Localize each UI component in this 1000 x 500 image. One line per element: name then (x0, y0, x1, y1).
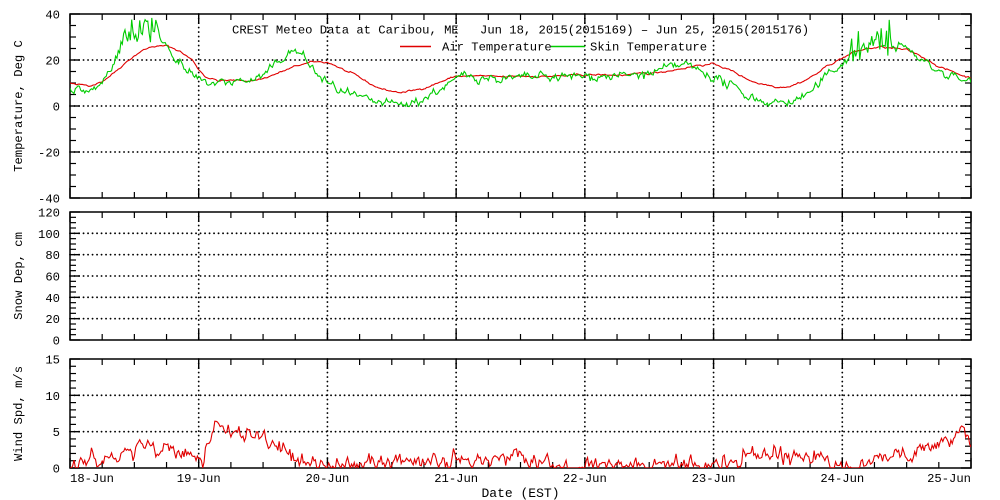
svg-text:80: 80 (45, 249, 60, 263)
svg-text:100: 100 (38, 228, 60, 242)
svg-text:20: 20 (45, 313, 60, 327)
svg-text:Date (EST): Date (EST) (481, 486, 559, 500)
svg-text:20: 20 (45, 55, 60, 69)
svg-text:18-Jun: 18-Jun (70, 472, 114, 486)
svg-text:Air Temperature: Air Temperature (442, 41, 552, 55)
svg-text:-40: -40 (38, 193, 60, 207)
svg-text:23-Jun: 23-Jun (692, 472, 736, 486)
svg-text:Wind Spd, m/s: Wind Spd, m/s (12, 366, 26, 461)
svg-text:CREST Meteo Data at Caribou, M: CREST Meteo Data at Caribou, ME (232, 24, 459, 38)
svg-text:0: 0 (53, 335, 60, 349)
svg-text:25-Jun: 25-Jun (927, 472, 971, 486)
svg-text:40: 40 (45, 292, 60, 306)
svg-text:5: 5 (53, 426, 60, 440)
svg-text:Temperature, Deg C: Temperature, Deg C (12, 40, 26, 172)
svg-text:Skin Temperature: Skin Temperature (590, 41, 707, 55)
svg-text:19-Jun: 19-Jun (177, 472, 221, 486)
svg-text:120: 120 (38, 207, 60, 221)
svg-text:60: 60 (45, 271, 60, 285)
svg-text:0: 0 (53, 463, 60, 477)
svg-text:24-Jun: 24-Jun (820, 472, 864, 486)
svg-text:40: 40 (45, 9, 60, 23)
svg-text:10: 10 (45, 390, 60, 404)
svg-text:Snow Dep, cm: Snow Dep, cm (12, 232, 26, 320)
svg-text:15: 15 (45, 354, 60, 368)
svg-text:Jun 18, 2015(2015169) – Jun: Jun 18, 2015(2015169) – Jun 25, 2015(201… (480, 24, 809, 38)
svg-text:20-Jun: 20-Jun (305, 472, 349, 486)
svg-text:21-Jun: 21-Jun (434, 472, 478, 486)
svg-text:0: 0 (53, 101, 60, 115)
svg-text:22-Jun: 22-Jun (563, 472, 607, 486)
svg-text:-20: -20 (38, 147, 60, 161)
